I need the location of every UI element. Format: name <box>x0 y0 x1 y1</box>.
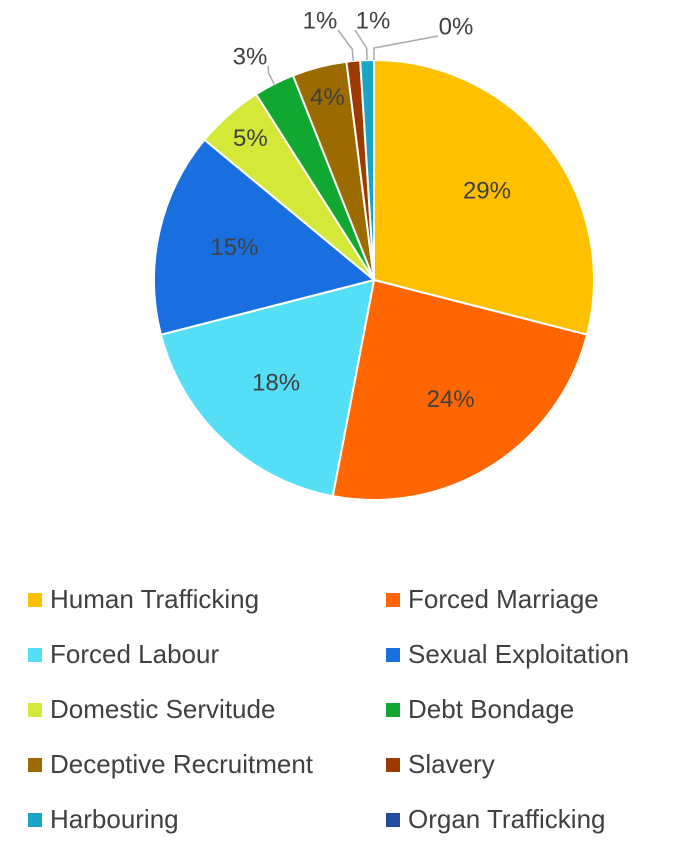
legend-swatch <box>28 648 42 662</box>
legend-swatch <box>386 703 400 717</box>
legend-swatch <box>28 703 42 717</box>
data-label: 29% <box>463 178 511 205</box>
leader-line <box>354 29 368 61</box>
legend-swatch <box>386 648 400 662</box>
legend-swatch <box>386 758 400 772</box>
legend-swatch <box>386 813 400 827</box>
legend-label: Debt Bondage <box>408 694 574 724</box>
leader-line <box>337 29 355 62</box>
legend-label: Forced Marriage <box>408 584 599 614</box>
data-label: 4% <box>310 84 345 111</box>
data-label: 5% <box>233 125 268 152</box>
pie-slice <box>153 138 377 336</box>
legend-label: Domestic Servitude <box>50 694 275 724</box>
data-label: 24% <box>427 386 475 413</box>
data-label: 3% <box>233 43 268 70</box>
pie-slice <box>373 58 595 336</box>
legend-swatch <box>28 813 42 827</box>
data-label: 0% <box>439 13 474 40</box>
legend-label: Sexual Exploitation <box>408 639 629 669</box>
data-label: 15% <box>210 234 258 261</box>
pie-slice <box>159 278 376 498</box>
legend-swatch <box>386 593 400 607</box>
data-label: 18% <box>252 370 300 397</box>
legend-label: Human Trafficking <box>50 584 259 614</box>
legend-label: Deceptive Recruitment <box>50 749 314 779</box>
data-label: 1% <box>303 7 338 34</box>
legend-label: Forced Labour <box>50 639 219 669</box>
data-label: 1% <box>356 7 391 34</box>
leader-line <box>267 65 275 85</box>
pie-slice <box>331 278 589 501</box>
leader-line <box>373 35 439 60</box>
legend-label: Organ Trafficking <box>408 804 606 834</box>
legend-label: Harbouring <box>50 804 179 834</box>
legend-label: Slavery <box>408 749 495 779</box>
legend-swatch <box>28 593 42 607</box>
legend-swatch <box>28 758 42 772</box>
